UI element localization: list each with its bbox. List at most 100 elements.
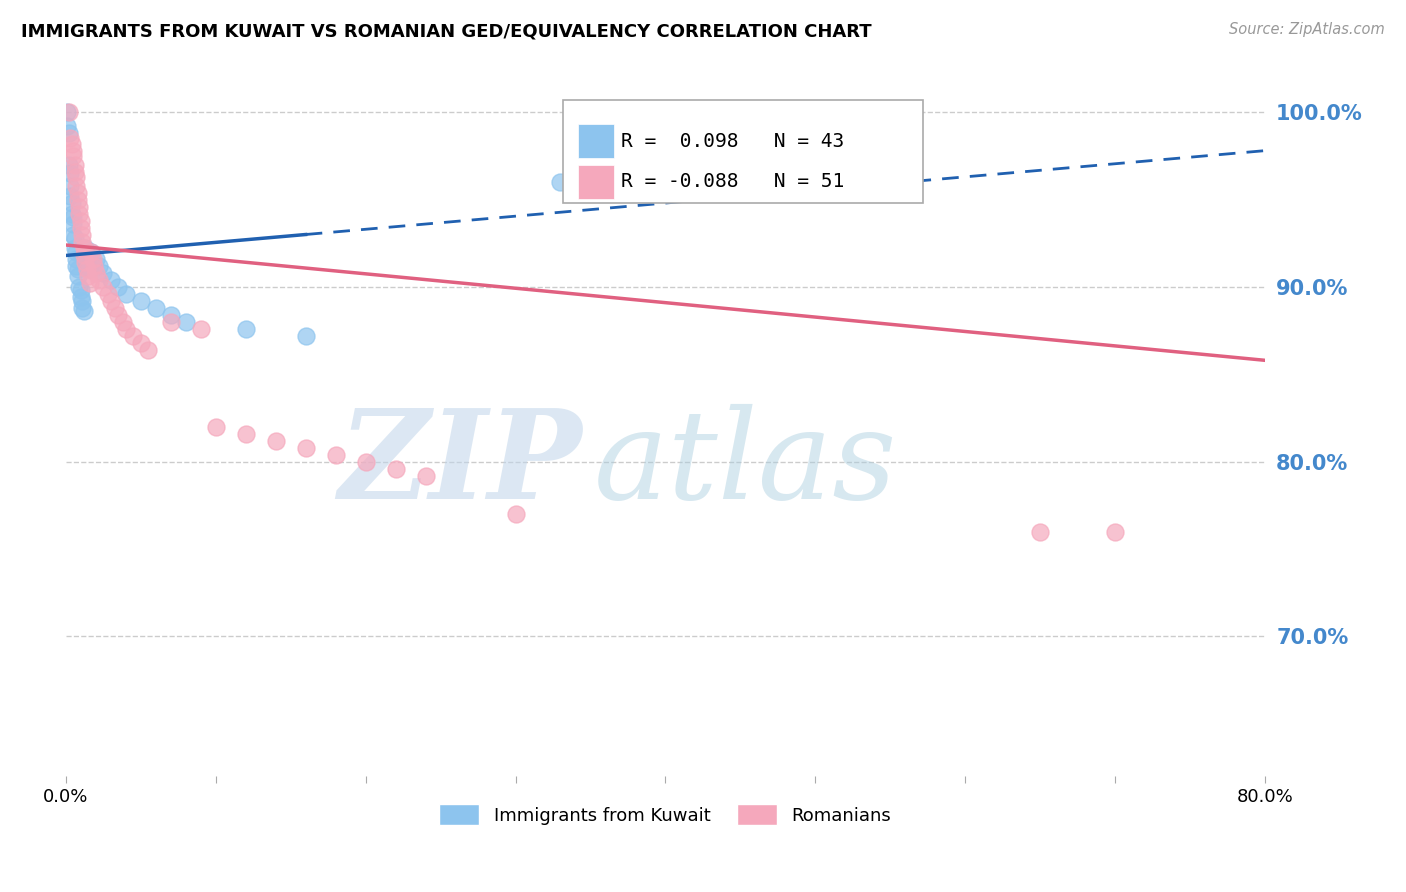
Point — [77, 269, 100, 284]
Point — [72, 293, 94, 308]
Point — [67, 206, 90, 220]
Point — [122, 329, 145, 343]
Point — [294, 441, 316, 455]
Point — [325, 448, 347, 462]
FancyBboxPatch shape — [578, 124, 614, 159]
Point — [505, 507, 527, 521]
Point — [415, 468, 437, 483]
Point — [59, 178, 82, 193]
Point — [100, 293, 122, 308]
Point — [111, 315, 134, 329]
Point — [190, 322, 212, 336]
Point — [69, 284, 91, 298]
Point — [79, 262, 101, 277]
Point — [114, 322, 136, 336]
Point — [129, 335, 152, 350]
Point — [114, 287, 136, 301]
Point — [63, 158, 86, 172]
Point — [73, 304, 96, 318]
Point — [104, 301, 127, 315]
Point — [73, 248, 96, 262]
Point — [56, 105, 79, 120]
Point — [62, 144, 84, 158]
Point — [62, 210, 84, 224]
Point — [67, 280, 90, 294]
Legend: Immigrants from Kuwait, Romanians: Immigrants from Kuwait, Romanians — [430, 796, 900, 834]
Point — [69, 213, 91, 227]
Point — [80, 244, 103, 259]
Point — [56, 119, 79, 133]
Point — [65, 244, 87, 259]
Text: ZIP: ZIP — [337, 404, 582, 525]
Point — [66, 186, 89, 200]
Point — [384, 461, 406, 475]
Point — [550, 175, 572, 189]
Point — [66, 269, 89, 284]
Point — [60, 196, 83, 211]
Text: R = -0.088   N = 51: R = -0.088 N = 51 — [621, 172, 844, 191]
Point — [100, 273, 122, 287]
Point — [1029, 524, 1052, 539]
Point — [235, 426, 257, 441]
Point — [204, 419, 226, 434]
Point — [62, 227, 84, 242]
Point — [87, 259, 110, 273]
Point — [75, 242, 97, 256]
Point — [294, 329, 316, 343]
Point — [59, 189, 82, 203]
Point — [87, 273, 110, 287]
Point — [77, 255, 100, 269]
Point — [354, 455, 377, 469]
Point — [65, 252, 87, 266]
Point — [129, 293, 152, 308]
Point — [72, 235, 94, 249]
Point — [65, 259, 87, 273]
FancyBboxPatch shape — [578, 165, 614, 199]
Point — [97, 287, 120, 301]
Point — [82, 252, 104, 266]
Point — [58, 105, 80, 120]
Point — [67, 200, 90, 214]
Point — [174, 315, 197, 329]
Point — [59, 166, 82, 180]
Point — [91, 266, 114, 280]
Point — [72, 227, 94, 242]
Text: Source: ZipAtlas.com: Source: ZipAtlas.com — [1229, 22, 1385, 37]
Point — [62, 217, 84, 231]
Point — [1104, 524, 1126, 539]
Point — [65, 178, 87, 193]
Point — [136, 343, 159, 357]
Point — [235, 322, 257, 336]
Point — [60, 206, 83, 220]
Point — [91, 280, 114, 294]
Point — [84, 266, 107, 280]
Point — [76, 262, 98, 277]
Point — [83, 259, 105, 273]
Point — [69, 220, 91, 235]
Point — [159, 315, 181, 329]
Point — [264, 434, 287, 448]
Point — [76, 248, 98, 262]
Text: IMMIGRANTS FROM KUWAIT VS ROMANIAN GED/EQUIVALENCY CORRELATION CHART: IMMIGRANTS FROM KUWAIT VS ROMANIAN GED/E… — [21, 22, 872, 40]
Point — [80, 244, 103, 259]
Point — [79, 277, 101, 291]
Point — [145, 301, 167, 315]
Point — [63, 231, 86, 245]
Point — [107, 308, 129, 322]
Point — [58, 158, 80, 172]
FancyBboxPatch shape — [564, 101, 924, 203]
Point — [159, 308, 181, 322]
Point — [66, 193, 89, 207]
Point — [58, 126, 80, 140]
Text: atlas: atlas — [593, 404, 897, 525]
Point — [63, 164, 86, 178]
Point — [72, 301, 94, 315]
Point — [63, 242, 86, 256]
Point — [75, 255, 97, 269]
Point — [69, 290, 91, 304]
Text: R =  0.098   N = 43: R = 0.098 N = 43 — [621, 132, 844, 151]
Point — [65, 169, 87, 184]
Point — [107, 280, 129, 294]
Point — [60, 136, 83, 151]
Point — [59, 131, 82, 145]
